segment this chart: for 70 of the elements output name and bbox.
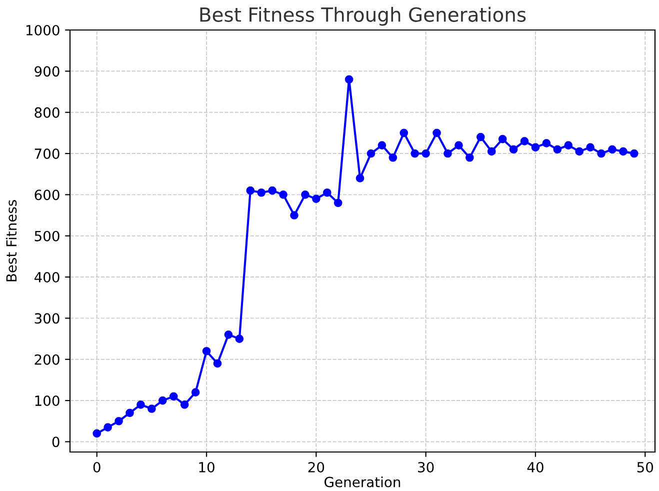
point [180, 400, 189, 409]
point [148, 404, 156, 413]
point [344, 75, 354, 84]
point [542, 139, 551, 148]
point [378, 141, 386, 150]
point [619, 147, 628, 156]
x-axis-title: Generation [324, 476, 400, 488]
point [322, 188, 332, 197]
y-tick-label: 500 [34, 230, 60, 242]
point [136, 400, 145, 409]
point [191, 388, 200, 396]
y-tick-label: 100 [35, 396, 60, 406]
x-tick-label: 0 [93, 462, 100, 472]
point [301, 190, 310, 199]
x-tick-label: 40 [527, 462, 544, 472]
point [400, 128, 408, 138]
point [312, 194, 320, 203]
point [202, 346, 211, 356]
point [432, 128, 441, 138]
x-tick-label: 20 [308, 462, 324, 472]
point [235, 334, 244, 343]
point [126, 408, 134, 418]
point [509, 145, 518, 154]
chart-title: Best Fitness Through Generations [200, 6, 526, 26]
point [169, 392, 178, 401]
point [487, 147, 496, 156]
point [257, 188, 266, 197]
point [224, 330, 233, 339]
point [422, 149, 430, 158]
point [553, 145, 562, 154]
point [246, 186, 255, 195]
point [388, 153, 398, 162]
point [268, 186, 276, 195]
point [531, 143, 540, 152]
point [104, 423, 112, 432]
y-tick-label: 700 [34, 148, 60, 159]
point [608, 145, 616, 154]
y-tick-label: 400 [34, 272, 60, 282]
point [454, 141, 463, 150]
point [92, 429, 102, 438]
point [410, 149, 420, 158]
x-tick-label: 10 [199, 462, 214, 472]
point [366, 149, 376, 158]
point [575, 147, 584, 156]
point [476, 132, 485, 142]
point [334, 198, 342, 208]
y-tick-label: 1000 [26, 24, 60, 36]
y-tick-label: 200 [34, 354, 60, 365]
point [564, 141, 573, 150]
point [444, 149, 452, 158]
y-tick-label: 300 [34, 313, 60, 324]
point [158, 396, 167, 405]
point [279, 190, 288, 199]
point [498, 134, 507, 144]
point [213, 359, 222, 368]
y-axis-title: Best Fitness [6, 200, 17, 282]
point [597, 149, 606, 158]
point [114, 416, 123, 426]
y-tick-label: 800 [34, 107, 60, 118]
point [356, 174, 364, 182]
point [290, 211, 298, 220]
point [466, 153, 474, 162]
point [520, 136, 529, 146]
y-tick-label: 900 [34, 66, 60, 77]
point [630, 149, 638, 158]
x-tick-label: 30 [418, 462, 434, 472]
y-tick-label: 600 [34, 190, 60, 200]
y-tick-label: 0 [52, 436, 60, 448]
point [586, 143, 594, 152]
x-tick-label: 50 [637, 462, 654, 472]
